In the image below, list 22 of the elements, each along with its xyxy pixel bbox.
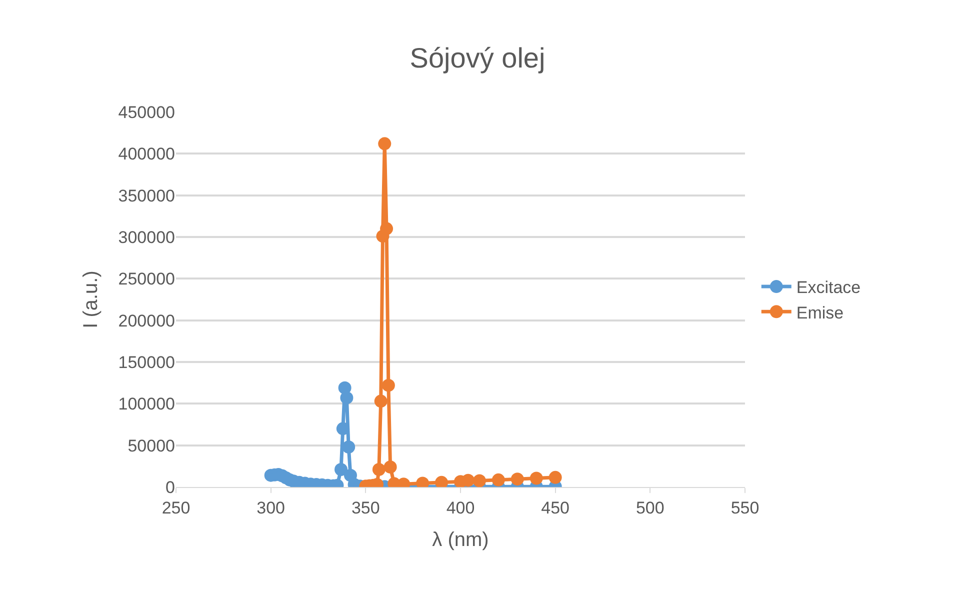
y-tick-label: 0 bbox=[166, 478, 175, 497]
y-tick-label: 50000 bbox=[128, 436, 175, 456]
y-axis-title: I (a.u.) bbox=[80, 270, 102, 328]
y-tick-label: 150000 bbox=[118, 352, 175, 372]
chart-title: Sójový olej bbox=[410, 42, 546, 74]
x-tick-label: 550 bbox=[730, 498, 760, 518]
x-tick-label: 450 bbox=[541, 498, 570, 518]
x-tick-label: 400 bbox=[446, 498, 475, 518]
y-tick-label: 100000 bbox=[118, 394, 175, 414]
x-axis-title: λ (nm) bbox=[432, 528, 489, 551]
y-tick-label: 350000 bbox=[118, 186, 175, 206]
y-tick-label: 250000 bbox=[118, 270, 175, 289]
y-tick-label: 200000 bbox=[118, 311, 175, 330]
legend-label: Emise bbox=[796, 303, 844, 322]
x-tick-label: 250 bbox=[162, 498, 190, 518]
x-tick-label: 350 bbox=[351, 498, 380, 518]
y-tick-label: 300000 bbox=[118, 228, 175, 247]
x-tick-label: 500 bbox=[636, 498, 664, 518]
x-tick-label: 300 bbox=[256, 498, 286, 518]
y-tick-label: 400000 bbox=[118, 144, 175, 164]
legend-label: Excitace bbox=[796, 278, 861, 298]
y-tick-label: 450000 bbox=[118, 102, 175, 122]
